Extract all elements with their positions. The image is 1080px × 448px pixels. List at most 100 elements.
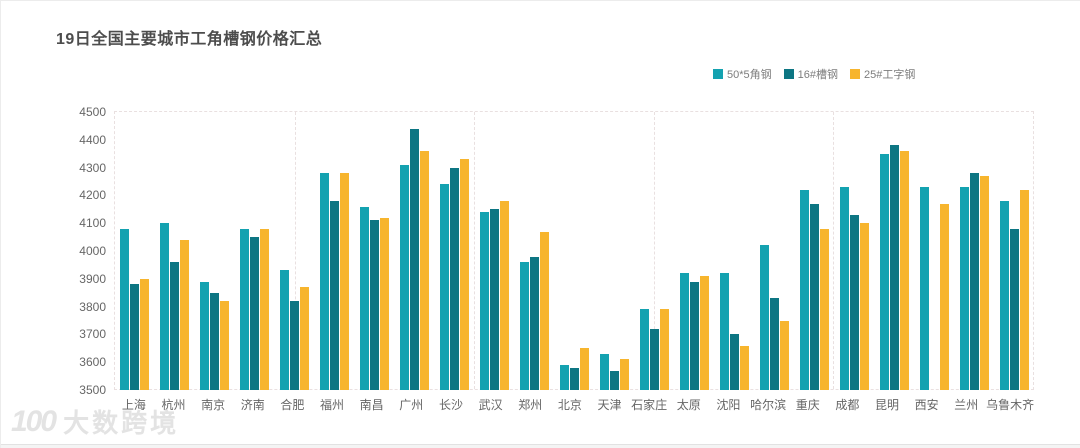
bar-50*5角钢-北京[interactable]	[559, 364, 569, 390]
bar-25#工字钢-合肥[interactable]	[299, 287, 309, 390]
legend-item-0[interactable]: 50*5角钢	[713, 66, 772, 82]
x-axis-label-重庆: 重庆	[795, 398, 820, 412]
bar-50*5角钢-武汉[interactable]	[479, 212, 489, 390]
bar-25#工字钢-北京[interactable]	[579, 348, 589, 390]
x-axis-label-沈阳: 沈阳	[716, 398, 741, 412]
bar-25#工字钢-上海[interactable]	[139, 278, 149, 390]
bar-25#工字钢-沈阳[interactable]	[739, 345, 749, 390]
bar-16#槽钢-北京[interactable]	[569, 367, 579, 390]
bar-16#槽钢-郑州[interactable]	[529, 256, 539, 390]
legend-marker-icon	[783, 69, 794, 79]
legend-item-1[interactable]: 16#槽钢	[783, 66, 838, 82]
bar-25#工字钢-哈尔滨[interactable]	[779, 320, 789, 390]
bar-25#工字钢-天津[interactable]	[619, 359, 629, 390]
bar-50*5角钢-石家庄[interactable]	[639, 309, 649, 390]
bar-50*5角钢-西安[interactable]	[919, 187, 929, 390]
bar-group-武汉	[474, 112, 514, 390]
bar-group-济南	[234, 112, 274, 390]
bar-group-天津	[594, 112, 634, 390]
bar-50*5角钢-昆明[interactable]	[879, 153, 889, 390]
bar-16#槽钢-南昌[interactable]	[369, 220, 379, 390]
x-axis-label-合肥: 合肥	[280, 398, 305, 412]
y-axis-tick-label: 4200	[79, 188, 106, 203]
bar-50*5角钢-乌鲁木齐[interactable]	[999, 200, 1009, 390]
y-axis-tick-label: 3900	[79, 271, 106, 286]
bar-16#槽钢-上海[interactable]	[129, 284, 139, 390]
bar-50*5角钢-南昌[interactable]	[359, 206, 369, 390]
bar-50*5角钢-杭州[interactable]	[159, 223, 169, 390]
bar-16#槽钢-杭州[interactable]	[169, 262, 179, 390]
bar-50*5角钢-重庆[interactable]	[799, 189, 809, 390]
bar-25#工字钢-重庆[interactable]	[819, 228, 829, 390]
bar-16#槽钢-福州[interactable]	[329, 200, 339, 390]
bar-16#槽钢-昆明[interactable]	[889, 145, 899, 390]
bar-50*5角钢-广州[interactable]	[399, 164, 409, 390]
y-axis-tick-label: 4400	[79, 132, 106, 147]
x-axis-label-昆明: 昆明	[874, 398, 899, 412]
bar-25#工字钢-兰州[interactable]	[979, 175, 989, 390]
bar-50*5角钢-太原[interactable]	[679, 273, 689, 390]
bar-16#槽钢-合肥[interactable]	[289, 301, 299, 390]
bar-50*5角钢-成都[interactable]	[839, 187, 849, 390]
bar-25#工字钢-西安[interactable]	[939, 203, 949, 390]
bar-25#工字钢-济南[interactable]	[259, 228, 269, 390]
bar-16#槽钢-天津[interactable]	[609, 370, 619, 390]
y-axis-tick-label: 3500	[79, 383, 106, 397]
bar-16#槽钢-广州[interactable]	[409, 128, 419, 390]
bar-25#工字钢-石家庄[interactable]	[659, 309, 669, 390]
bar-16#槽钢-沈阳[interactable]	[729, 334, 739, 390]
bar-16#槽钢-武汉[interactable]	[489, 209, 499, 390]
bar-50*5角钢-福州[interactable]	[319, 173, 329, 390]
bar-50*5角钢-合肥[interactable]	[279, 270, 289, 390]
bar-25#工字钢-长沙[interactable]	[459, 159, 469, 390]
bar-50*5角钢-天津[interactable]	[599, 353, 609, 390]
legend-marker-icon	[850, 69, 860, 79]
bar-25#工字钢-昆明[interactable]	[899, 150, 909, 390]
bar-50*5角钢-济南[interactable]	[239, 228, 249, 390]
bar-50*5角钢-兰州[interactable]	[959, 187, 969, 390]
bar-16#槽钢-太原[interactable]	[689, 281, 699, 390]
legend-label: 50*5角钢	[727, 69, 772, 81]
bar-25#工字钢-福州[interactable]	[339, 173, 349, 390]
bar-16#槽钢-济南[interactable]	[249, 237, 259, 390]
bar-16#槽钢-哈尔滨[interactable]	[769, 298, 779, 390]
bar-group-西安	[914, 112, 954, 390]
bar-50*5角钢-上海[interactable]	[119, 228, 129, 390]
bar-50*5角钢-南京[interactable]	[199, 281, 209, 390]
vertical-gridline	[833, 112, 835, 389]
x-axis-label-乌鲁木齐: 乌鲁木齐	[986, 398, 1035, 412]
bar-16#槽钢-重庆[interactable]	[809, 203, 819, 390]
bar-16#槽钢-南京[interactable]	[209, 292, 219, 390]
x-axis-label-成都: 成都	[835, 398, 860, 412]
x-axis-label-武汉: 武汉	[478, 398, 503, 412]
bar-16#槽钢-乌鲁木齐[interactable]	[1009, 228, 1019, 390]
bar-16#槽钢-石家庄[interactable]	[649, 328, 659, 390]
bar-group-合肥	[274, 112, 314, 390]
x-axis-label-广州: 广州	[399, 398, 424, 412]
bar-50*5角钢-郑州[interactable]	[519, 262, 529, 390]
y-axis: 4500 4400 4300 4200 4100 4000 3900 3800 3700 3600…	[41, 105, 106, 397]
bar-group-石家庄	[634, 112, 674, 390]
bar-16#槽钢-成都[interactable]	[849, 214, 859, 390]
bar-25#工字钢-广州[interactable]	[419, 150, 429, 390]
bar-50*5角钢-沈阳[interactable]	[719, 273, 729, 390]
bar-25#工字钢-成都[interactable]	[859, 223, 869, 390]
bar-16#槽钢-兰州[interactable]	[969, 173, 979, 390]
bar-25#工字钢-武汉[interactable]	[499, 200, 509, 390]
bar-25#工字钢-杭州[interactable]	[179, 239, 189, 390]
bar-25#工字钢-乌鲁木齐[interactable]	[1019, 189, 1029, 390]
bar-group-郑州	[514, 112, 554, 390]
bar-group-兰州	[954, 112, 994, 390]
bar-50*5角钢-长沙[interactable]	[439, 184, 449, 390]
bar-25#工字钢-郑州[interactable]	[539, 231, 549, 390]
legend-item-2[interactable]: 25#工字钢	[850, 66, 915, 82]
y-axis-tick-label: 4100	[79, 216, 106, 231]
bar-25#工字钢-太原[interactable]	[699, 276, 709, 390]
bar-25#工字钢-南京[interactable]	[219, 301, 229, 390]
bar-16#槽钢-长沙[interactable]	[449, 167, 459, 390]
bar-group-成都	[834, 112, 874, 390]
bar-50*5角钢-哈尔滨[interactable]	[759, 245, 769, 390]
x-axis-label-南京: 南京	[201, 398, 226, 412]
x-axis-label-天津: 天津	[597, 398, 622, 412]
bar-25#工字钢-南昌[interactable]	[379, 217, 389, 390]
